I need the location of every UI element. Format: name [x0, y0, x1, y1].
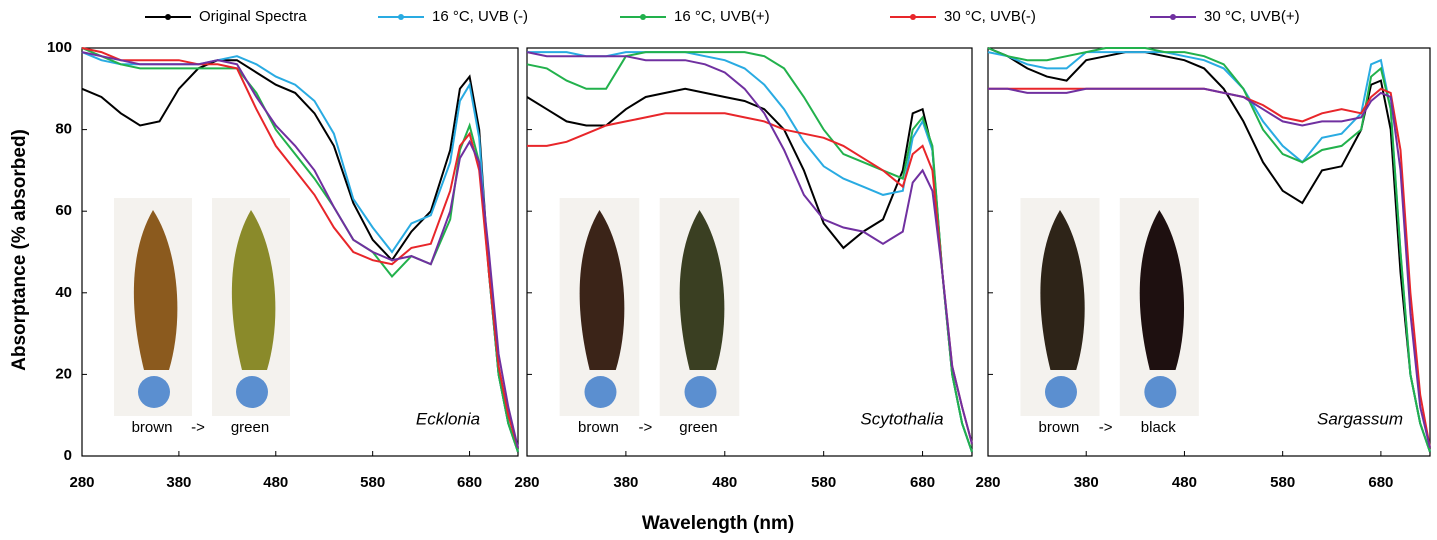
panel-title: Sargassum	[1317, 409, 1403, 428]
legend-label: 16 °C, UVB(+)	[674, 8, 770, 25]
x-tick-label: 580	[360, 474, 385, 491]
holdfast	[584, 376, 617, 408]
x-tick-label: 580	[811, 474, 836, 491]
data-line	[81, 59, 519, 453]
specimen	[1040, 210, 1085, 370]
photo-label: ->	[1099, 419, 1113, 436]
legend-marker	[640, 14, 646, 20]
y-tick-label: 60	[55, 202, 72, 219]
panel-title: Ecklonia	[416, 409, 480, 428]
x-tick-label: 680	[910, 474, 935, 491]
data-line	[526, 51, 973, 445]
x-tick-label: 680	[457, 474, 482, 491]
data-line	[988, 87, 1431, 449]
y-tick-label: 40	[55, 284, 72, 301]
data-line	[987, 47, 1431, 453]
y-tick-label: 20	[55, 365, 72, 382]
plot-frame	[81, 47, 519, 457]
x-tick-label: 680	[1368, 474, 1393, 491]
x-tick-label: 480	[1172, 474, 1197, 491]
legend-label: 16 °C, UVB (-)	[432, 8, 528, 25]
photo-label: brown	[578, 419, 619, 436]
data-line	[527, 112, 973, 445]
x-tick-label: 280	[69, 474, 94, 491]
x-tick-label: 380	[166, 474, 191, 491]
plot-frame	[987, 47, 1431, 457]
photo-label: brown	[1039, 419, 1080, 436]
x-axis-label: Wavelength (nm)	[642, 513, 794, 534]
panel-title: Scytothalia	[860, 409, 943, 428]
legend-marker	[910, 14, 916, 20]
data-line	[526, 51, 973, 453]
holdfast	[138, 376, 170, 408]
y-axis-label: Absorptance (% absorbed)	[9, 129, 30, 371]
legend-label: Original Spectra	[199, 8, 307, 25]
holdfast	[1144, 376, 1177, 408]
y-tick-label: 80	[55, 121, 72, 138]
photo-label: ->	[191, 419, 205, 436]
x-tick-label: 580	[1270, 474, 1295, 491]
data-line	[81, 47, 519, 449]
holdfast	[684, 376, 717, 408]
legend-marker	[1170, 14, 1176, 20]
legend-marker	[398, 14, 404, 20]
legend-label: 30 °C, UVB(+)	[1204, 8, 1300, 25]
plot-frame	[526, 47, 973, 457]
specimen	[579, 210, 625, 370]
specimen	[1139, 210, 1185, 370]
x-tick-label: 280	[514, 474, 539, 491]
x-tick-label: 280	[975, 474, 1000, 491]
photo-label: green	[679, 419, 717, 436]
y-tick-label: 0	[64, 447, 72, 464]
specimen	[133, 210, 178, 370]
x-tick-label: 480	[263, 474, 288, 491]
data-line	[527, 51, 973, 453]
specimen	[679, 210, 725, 370]
photo-label: ->	[639, 419, 653, 436]
legend-marker	[165, 14, 171, 20]
y-tick-label: 100	[47, 39, 72, 56]
photo-label: brown	[132, 419, 173, 436]
specimen	[231, 210, 276, 370]
x-tick-label: 480	[712, 474, 737, 491]
holdfast	[236, 376, 268, 408]
x-tick-label: 380	[1074, 474, 1099, 491]
data-line	[81, 51, 519, 449]
photo-label: black	[1141, 419, 1177, 436]
x-tick-label: 380	[613, 474, 638, 491]
legend-label: 30 °C, UVB(-)	[944, 8, 1036, 25]
holdfast	[1044, 376, 1077, 408]
photo-label: green	[231, 419, 269, 436]
